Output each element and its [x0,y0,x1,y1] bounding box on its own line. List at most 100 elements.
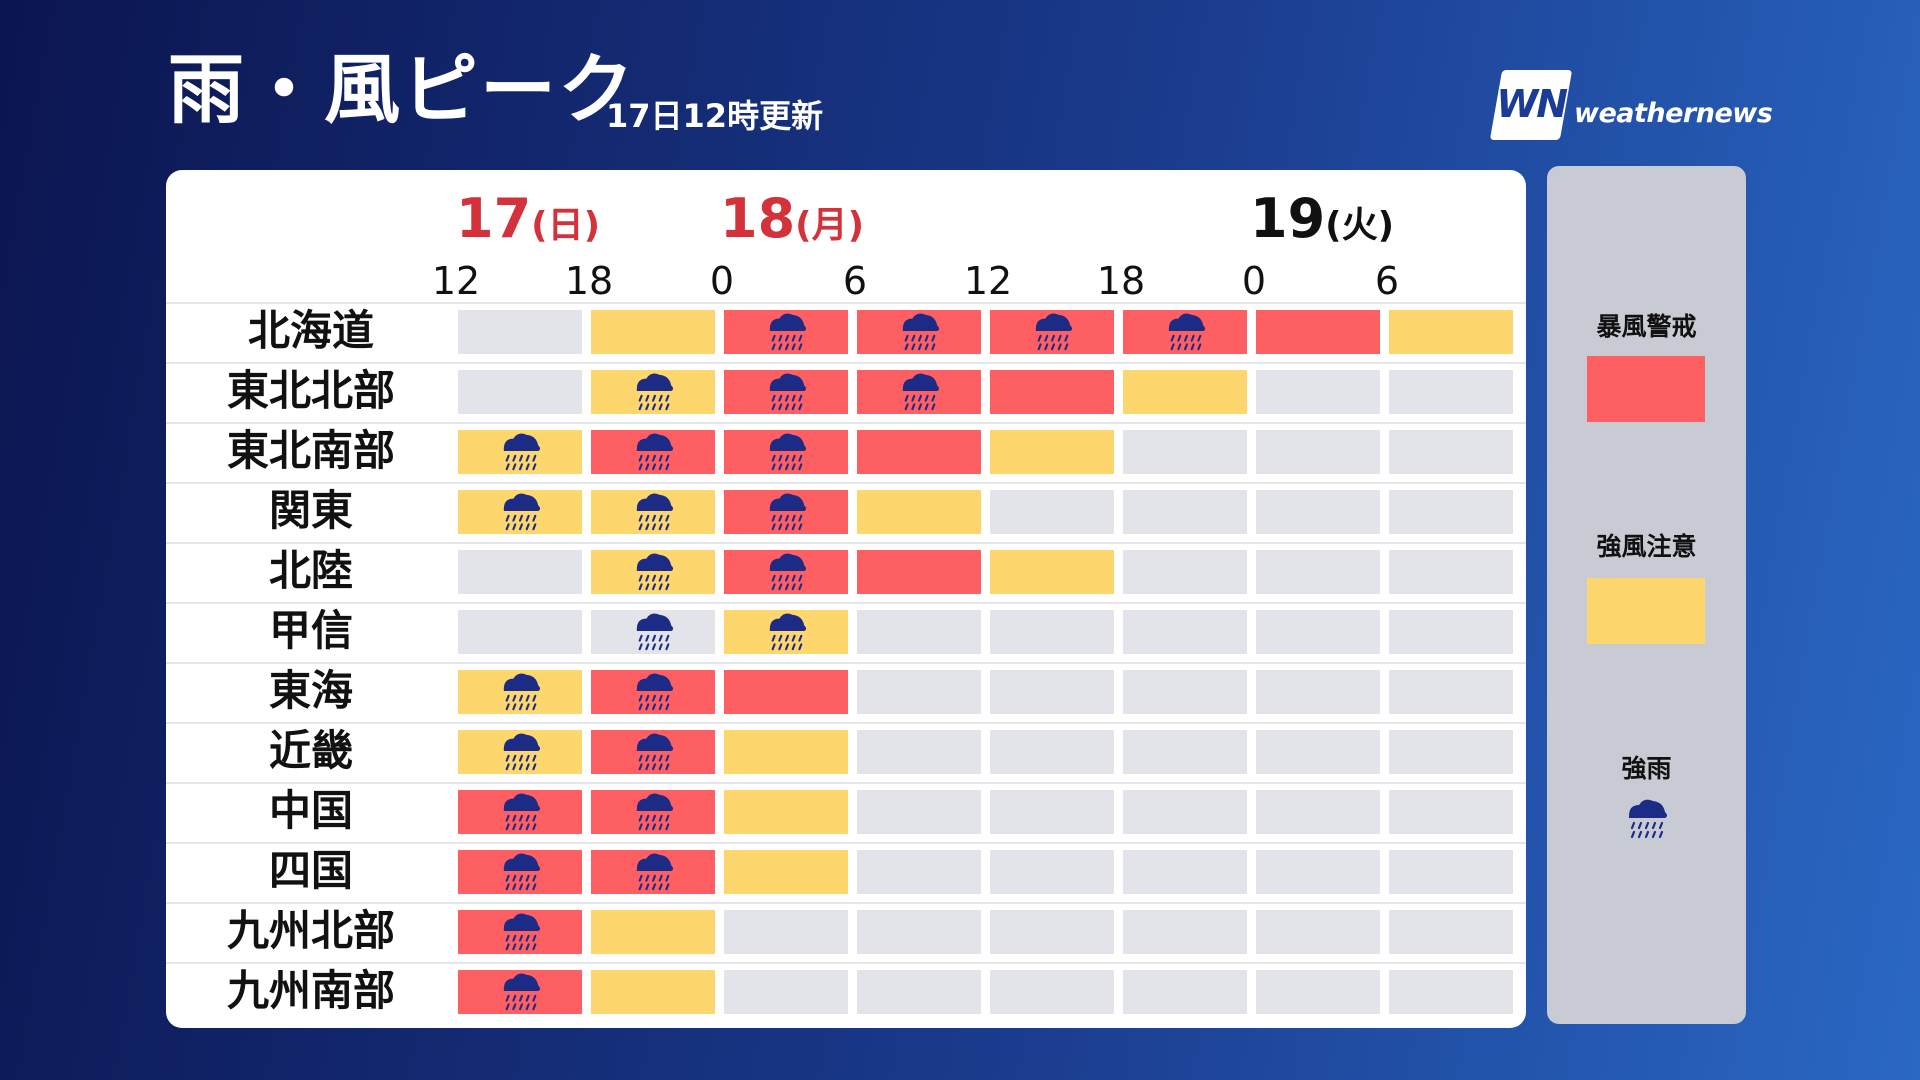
row-divider [166,362,1526,364]
forecast-cell-caution [857,490,981,534]
rain-cloud-icon [503,913,541,951]
rain-cloud-icon [636,433,674,471]
forecast-cell-none [1256,910,1380,954]
rain-cloud-icon [769,553,807,591]
forecast-cell-none [1256,370,1380,414]
legend-panel: 暴風警戒 強風注意 強雨 [1547,166,1746,1024]
forecast-cell-none [990,670,1114,714]
rain-cloud-icon [769,433,807,471]
forecast-cell-warn [724,430,848,474]
forecast-cell-warn [591,790,715,834]
forecast-cell-caution [724,730,848,774]
forecast-cell-none [990,970,1114,1014]
rain-cloud-icon [636,673,674,711]
forecast-cell-none [1123,670,1247,714]
hour-tick-label: 0 [709,259,735,303]
region-name: 近畿 [268,726,353,775]
forecast-cell-warn [1256,310,1380,354]
forecast-cell-none [1256,490,1380,534]
forecast-cell-none [857,790,981,834]
forecast-cell-none [990,730,1114,774]
forecast-cell-none [458,550,582,594]
day-label-18: 18(月) [720,187,865,250]
region-row: 四国 [166,842,1526,902]
forecast-cell-caution [1123,370,1247,414]
region-name: 中国 [268,786,353,835]
region-row: 東北南部 [166,422,1526,482]
forecast-cell-warn [724,310,848,354]
region-row: 甲信 [166,602,1526,662]
row-divider [166,962,1526,964]
rain-cloud-icon [636,733,674,771]
rain-cloud-icon [636,553,674,591]
row-divider [166,842,1526,844]
forecast-cell-warn [1123,310,1247,354]
region-name: 四国 [268,846,353,895]
region-row: 北海道 [166,302,1526,362]
region-row: 近畿 [166,722,1526,782]
forecast-cell-none [857,670,981,714]
forecast-cell-none [857,910,981,954]
forecast-cell-none [1123,430,1247,474]
rain-cloud-icon [636,613,674,651]
forecast-cell-warn [990,310,1114,354]
day-label-17: 17(日) [456,187,601,250]
forecast-cell-warn [458,850,582,894]
forecast-cell-none [1256,610,1380,654]
forecast-cell-caution [724,850,848,894]
forecast-cell-warn [458,910,582,954]
rain-cloud-icon [902,313,940,351]
region-name: 北陸 [268,546,353,595]
region-name: 九州北部 [226,906,395,955]
forecast-cell-caution [1389,310,1513,354]
forecast-cell-none [1256,790,1380,834]
hour-tick-label: 18 [564,259,614,303]
legend-caution-label: 強風注意 [1596,532,1697,561]
hour-tick-label: 12 [963,259,1013,303]
forecast-cell-none [1256,550,1380,594]
forecast-cell-none [458,310,582,354]
forecast-cell-caution [990,430,1114,474]
forecast-cell-none [1389,610,1513,654]
rain-cloud-icon [769,493,807,531]
region-name: 北海道 [247,306,374,355]
forecast-cell-none [1123,730,1247,774]
forecast-cell-caution [990,550,1114,594]
row-divider [166,482,1526,484]
forecast-cell-warn [857,370,981,414]
region-name: 九州南部 [226,966,395,1015]
forecast-cell-caution [724,790,848,834]
hour-tick-label: 0 [1241,259,1267,303]
rain-cloud-icon [769,313,807,351]
forecast-cell-none [1123,610,1247,654]
forecast-cell-warn [724,370,848,414]
row-divider [166,302,1526,304]
hour-tick-label: 12 [431,259,481,303]
region-name: 東北南部 [226,426,395,475]
legend-caution-swatch [1587,578,1705,644]
forecast-cell-none [458,610,582,654]
rain-cloud-icon [1035,313,1073,351]
forecast-cell-caution [458,730,582,774]
legend-warn-label: 暴風警戒 [1596,312,1697,341]
forecast-cell-none [1123,850,1247,894]
forecast-cell-none [1123,490,1247,534]
forecast-cell-caution [458,670,582,714]
rain-cloud-icon [503,793,541,831]
forecast-cell-none [1389,430,1513,474]
forecast-cell-none [1389,550,1513,594]
forecast-cell-none [990,610,1114,654]
rain-cloud-icon [769,373,807,411]
forecast-cell-caution [591,970,715,1014]
forecast-cell-none [1389,490,1513,534]
region-name: 甲信 [268,606,353,655]
forecast-cell-warn [724,670,848,714]
region-name: 関東 [268,486,353,535]
page-title: 雨・風ピーク [168,45,636,134]
legend-rain-label: 強雨 [1621,754,1672,783]
hour-tick-label: 6 [1374,259,1400,303]
forecast-cell-none [990,790,1114,834]
forecast-cell-warn [591,850,715,894]
rain-cloud-icon [503,733,541,771]
row-divider [166,722,1526,724]
